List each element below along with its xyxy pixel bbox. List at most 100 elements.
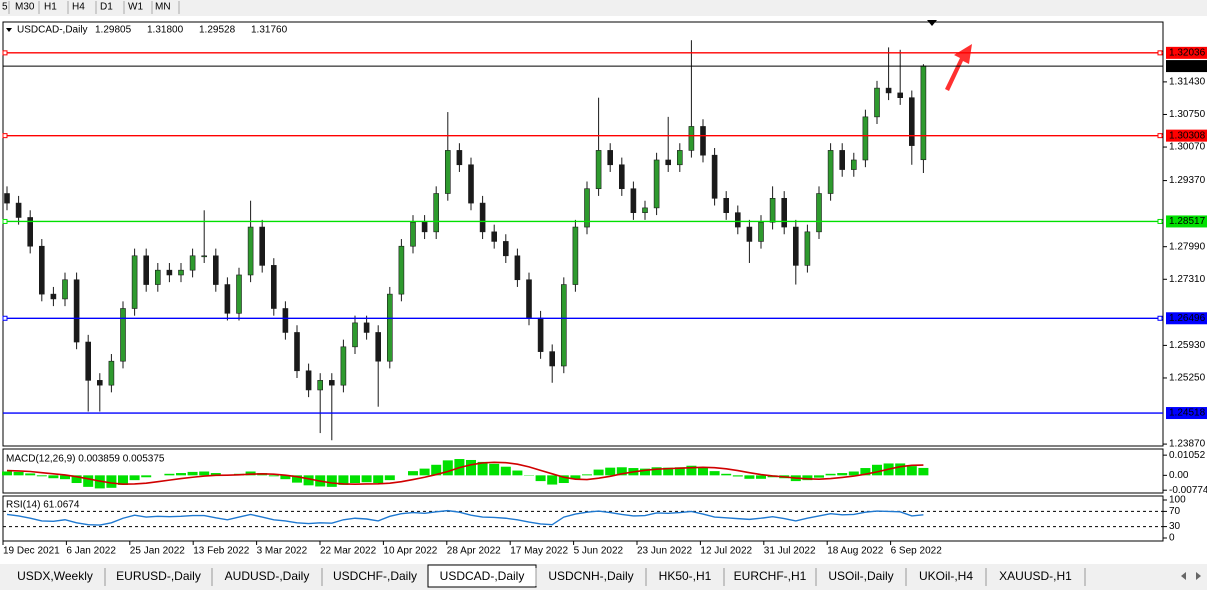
candle-body (189, 255, 196, 271)
level-handle[interactable] (1157, 50, 1163, 56)
tab[interactable]: USDX,Weekly (17, 569, 93, 583)
candle-body (746, 226, 753, 242)
macd-bar (802, 475, 813, 481)
tab-scroll-left[interactable] (1181, 572, 1186, 580)
candle-body (294, 332, 300, 372)
macd-bar (36, 475, 47, 477)
macd-tick-label: -0.00774 (1169, 485, 1207, 496)
candle-body (897, 92, 904, 98)
candle-body (584, 188, 590, 228)
ohlc-value: 1.29805 (95, 25, 132, 36)
level-label: 1.28517 (1169, 216, 1206, 227)
candle-body (236, 274, 242, 314)
x-tick-label: 28 Apr 2022 (447, 546, 501, 557)
candle-body (398, 245, 405, 295)
candle-body (908, 97, 915, 146)
y-tick-label: 1.30750 (1169, 109, 1206, 120)
tab[interactable]: AUDUSD-,Daily (225, 569, 310, 583)
level-label-box (1166, 407, 1207, 420)
candle-body (4, 193, 10, 204)
macd-bar (558, 475, 569, 484)
x-tick-label: 6 Sep 2022 (891, 546, 943, 557)
macd-bar (698, 467, 708, 476)
x-tick-label: 5 Jun 2022 (574, 546, 624, 557)
x-tick-label: 23 Jun 2022 (637, 546, 692, 557)
main-chart-frame (2, 21, 1164, 447)
rsi-tick-label: 30 (1169, 521, 1181, 532)
level-handle[interactable] (1157, 133, 1163, 139)
macd-bar (512, 470, 523, 476)
level-handle[interactable] (2, 218, 8, 224)
level-label-box (1166, 46, 1207, 59)
tab[interactable]: EURUSD-,Daily (116, 569, 201, 583)
level-handle[interactable] (2, 315, 8, 321)
macd-bar (570, 475, 581, 480)
tab[interactable]: USDCNH-,Daily (548, 569, 633, 583)
level-label-box (1166, 60, 1207, 73)
y-tick-label: 1.23870 (1169, 439, 1206, 450)
macd-bar (732, 475, 743, 477)
candle-body (734, 212, 741, 228)
candle-body (642, 207, 648, 213)
level-handle[interactable] (1157, 315, 1163, 321)
macd-tick-label: 0.00 (1169, 470, 1189, 481)
y-tick-label: 1.30070 (1169, 142, 1206, 153)
level-handle[interactable] (2, 50, 8, 56)
x-tick-label: 17 May 2022 (510, 546, 568, 557)
candle-body (305, 370, 312, 391)
macd-bar (489, 463, 500, 476)
candle-body (340, 346, 347, 386)
timeframe-button[interactable]: D1 (100, 2, 113, 13)
candle-body (97, 380, 103, 386)
x-tick-label: 22 Mar 2022 (320, 546, 377, 557)
rsi-tick-label: 70 (1169, 506, 1181, 517)
macd-bar (292, 475, 302, 483)
macd-bar (25, 473, 36, 476)
tab[interactable]: HK50-,H1 (659, 569, 712, 583)
candle-body (874, 87, 880, 118)
chart-title: USDCAD-,Daily (17, 25, 88, 36)
macd-bar (48, 475, 59, 479)
x-tick-label: 25 Jan 2022 (130, 546, 185, 557)
macd-signal-line (6, 461, 924, 485)
tab[interactable]: UKOil-,H4 (919, 569, 973, 583)
timeframe-button[interactable]: W1 (128, 2, 143, 13)
tab[interactable]: EURCHF-,H1 (734, 569, 807, 583)
candle-body (386, 293, 393, 362)
timeframe-button[interactable]: H4 (72, 2, 85, 13)
level-label-box (1166, 312, 1207, 325)
macd-bar (674, 467, 685, 476)
candle-body (676, 150, 683, 166)
tab[interactable]: USDCHF-,Daily (333, 569, 417, 583)
candle-body (665, 159, 672, 166)
macd-bar (303, 475, 314, 486)
tab[interactable]: XAUUSD-,H1 (999, 569, 1072, 583)
level-handle[interactable] (2, 133, 8, 139)
candle-body (410, 221, 416, 247)
tab-scroll-right[interactable] (1196, 572, 1201, 580)
candle-body (862, 116, 869, 161)
level-label: 1.26496 (1169, 313, 1206, 324)
candle-body (27, 217, 34, 247)
rsi-tick-label: 0 (1169, 533, 1175, 544)
candle-body (758, 221, 764, 242)
annotation-arrow (945, 44, 972, 91)
tab[interactable]: USDCAD-,Daily (440, 569, 525, 583)
macd-bar (721, 473, 732, 476)
timeframe-button[interactable]: H1 (44, 2, 57, 13)
macd-bar (535, 475, 546, 482)
level-handle[interactable] (1157, 218, 1163, 224)
timeframe-button[interactable]: MN (155, 2, 171, 13)
tab[interactable]: USOil-,Daily (828, 569, 893, 583)
y-tick-label: 1.25250 (1169, 373, 1206, 384)
candle-body (375, 332, 382, 362)
candle-body (166, 269, 173, 276)
candle-body (433, 193, 440, 233)
candle-body (270, 265, 277, 309)
level-label-box (1166, 129, 1207, 142)
macd-bar (605, 467, 616, 476)
timeframe-button[interactable]: 5 (2, 2, 8, 13)
timeframe-button[interactable]: M30 (15, 2, 35, 13)
candle-body (479, 202, 486, 233)
tab-bar (0, 564, 1207, 590)
